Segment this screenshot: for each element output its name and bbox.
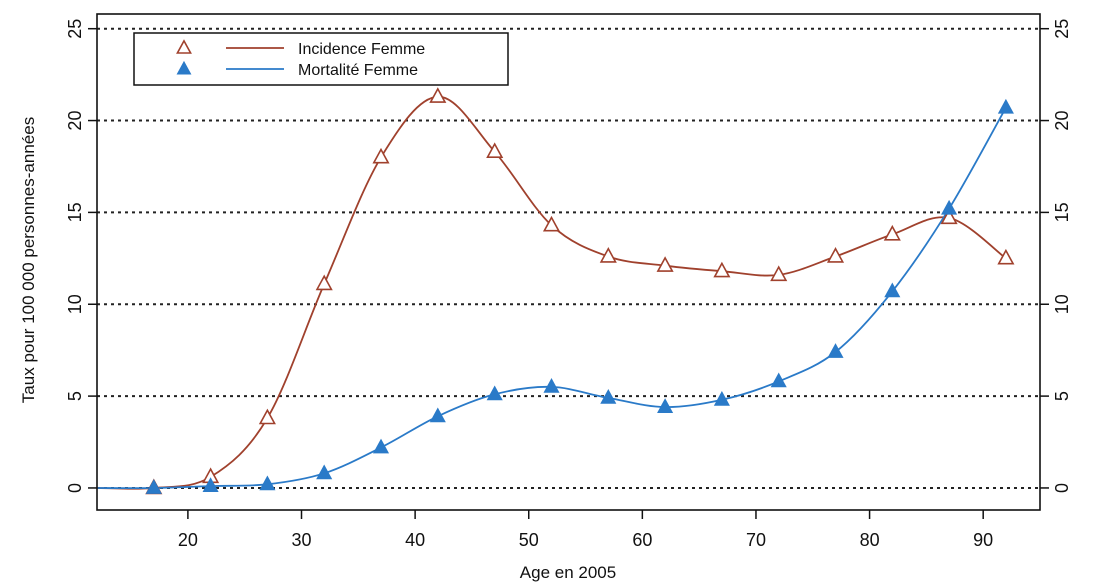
data-point-incidence — [713, 261, 731, 278]
data-point-mortalite — [997, 98, 1014, 114]
y-tick-label-left: 20 — [65, 111, 85, 131]
legend-marker-mortalite — [176, 60, 192, 75]
axis-layer: 0 0 5 5 10 10 15 15 20 20 25 25 20 30 40 50 60 70 80 90 — [65, 13, 1072, 550]
y-tick-label-left: 25 — [65, 19, 85, 39]
data-point-mortalite — [259, 475, 276, 491]
curve-layer — [96, 95, 1007, 490]
series-line-mortalite — [96, 107, 1007, 490]
legend-label-incidence: Incidence Femme — [298, 41, 425, 58]
y-tick-label-left: 10 — [65, 294, 85, 314]
data-point-incidence — [315, 274, 333, 291]
x-tick-label: 60 — [632, 530, 652, 550]
x-tick-label: 40 — [405, 530, 425, 550]
legend-marker-incidence — [176, 39, 192, 54]
data-point-mortalite — [827, 343, 844, 358]
x-tick-label: 70 — [746, 530, 766, 550]
data-point-mortalite — [486, 385, 503, 401]
data-point-mortalite — [372, 438, 390, 454]
data-point-incidence — [826, 247, 845, 263]
data-point-incidence — [997, 248, 1015, 265]
x-tick-label: 50 — [519, 530, 539, 550]
y-tick-label-right: 10 — [1052, 294, 1072, 314]
data-point-mortalite — [202, 477, 219, 492]
data-point-incidence — [656, 256, 674, 272]
x-axis-title: Age en 2005 — [520, 563, 616, 582]
data-point-incidence — [258, 408, 276, 425]
data-point-mortalite — [600, 389, 617, 404]
x-tick-label: 20 — [178, 530, 198, 550]
grid-layer — [97, 27, 1040, 489]
y-tick-label-right: 0 — [1052, 483, 1072, 493]
data-point-mortalite — [770, 372, 787, 388]
y-tick-label-right: 5 — [1052, 391, 1072, 401]
x-tick-label: 80 — [860, 530, 880, 550]
y-axis-title: Taux pour 100 000 personnes-années — [19, 117, 38, 403]
legend-label-mortalite: Mortalité Femme — [298, 62, 418, 79]
y-tick-label-right: 20 — [1052, 111, 1072, 131]
data-point-incidence — [542, 215, 561, 232]
data-point-incidence — [940, 208, 958, 225]
data-point-mortalite — [713, 390, 730, 406]
data-point-mortalite — [543, 378, 560, 393]
data-point-incidence — [770, 265, 788, 282]
data-point-incidence — [486, 142, 504, 158]
data-point-mortalite — [941, 199, 958, 215]
data-point-incidence — [429, 87, 447, 103]
legend-box — [133, 32, 509, 86]
data-point-mortalite — [316, 464, 333, 480]
data-point-mortalite — [657, 398, 674, 413]
data-point-incidence — [599, 247, 617, 263]
y-tick-label-left: 15 — [65, 202, 85, 222]
y-tick-label-right: 25 — [1052, 19, 1072, 39]
plot-frame — [96, 13, 1041, 511]
y-tick-label-right: 15 — [1052, 202, 1072, 222]
x-tick-label: 90 — [973, 530, 993, 550]
y-tick-label-left: 5 — [65, 391, 85, 401]
data-point-mortalite — [884, 282, 901, 298]
y-tick-label-left: 0 — [65, 483, 85, 493]
series-line-incidence — [96, 95, 1007, 490]
data-point-mortalite — [145, 479, 162, 494]
data-point-mortalite — [429, 407, 446, 423]
data-point-incidence — [372, 147, 390, 164]
legend: Incidence Femme Mortalité Femme — [133, 32, 509, 86]
x-tick-label: 30 — [291, 530, 311, 550]
marker-layer — [145, 87, 1015, 495]
data-point-incidence — [883, 224, 901, 241]
